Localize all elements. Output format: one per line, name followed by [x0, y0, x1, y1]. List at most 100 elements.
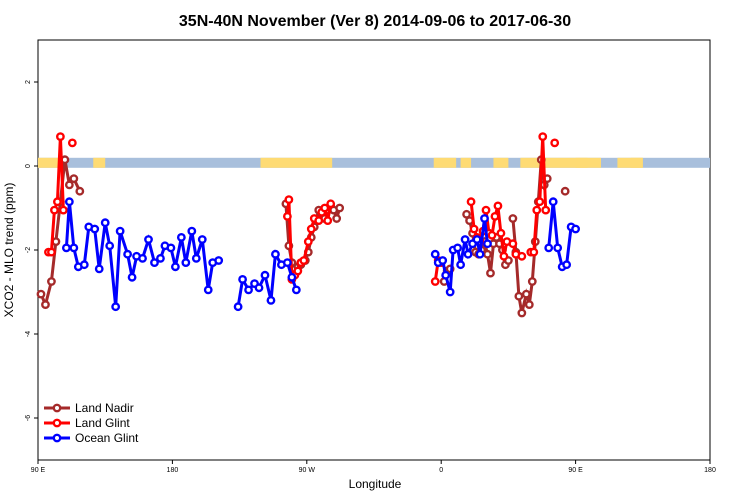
- y-tick-label: -2: [25, 247, 32, 253]
- data-point: [284, 195, 294, 205]
- data-point: [508, 214, 518, 223]
- series-layer: [36, 132, 580, 318]
- data-point: [493, 201, 503, 211]
- legend-swatch-marker: [52, 418, 62, 428]
- legend-label: Ocean Glint: [75, 431, 139, 445]
- x-tick-label: 180: [167, 467, 179, 474]
- data-point: [282, 211, 292, 221]
- data-point: [548, 197, 558, 207]
- data-point: [490, 211, 500, 221]
- data-point: [47, 277, 56, 286]
- data-point: [56, 132, 65, 142]
- data-point: [58, 205, 68, 215]
- data-point: [487, 230, 497, 240]
- legend-item-land-glint: Land Glint: [44, 416, 130, 430]
- data-point: [438, 256, 448, 265]
- data-point: [254, 283, 264, 293]
- y-tick-label: 2: [25, 80, 32, 84]
- series-land-glint: [282, 195, 336, 284]
- x-axis: 90 E 180 90 W 0 90 E 180: [31, 460, 716, 474]
- series-land-glint: [526, 132, 551, 257]
- x-tick-label: 0: [439, 467, 443, 474]
- data-point: [170, 262, 180, 272]
- data-point: [335, 203, 345, 213]
- data-point: [244, 285, 253, 295]
- data-point: [544, 243, 554, 253]
- data-point: [517, 308, 527, 318]
- data-point: [75, 186, 85, 196]
- land-band-segment: [617, 157, 643, 168]
- ocean-band: [38, 157, 710, 168]
- data-point: [271, 249, 280, 259]
- land-band-segment: [460, 157, 472, 168]
- data-point: [299, 256, 309, 265]
- data-point: [475, 249, 485, 259]
- data-point: [144, 235, 153, 244]
- land-band-segment: [520, 157, 588, 168]
- data-point: [233, 302, 243, 312]
- data-point: [123, 249, 133, 259]
- data-point: [514, 291, 524, 301]
- isolated-points: [67, 138, 570, 196]
- x-tick-label: 180: [704, 467, 716, 474]
- data-point: [480, 214, 489, 223]
- data-point: [483, 239, 492, 249]
- data-point: [314, 216, 324, 226]
- data-point: [445, 287, 455, 297]
- data-point: [469, 224, 479, 234]
- land-band-segment: [93, 157, 106, 168]
- data-point: [560, 186, 570, 196]
- data-point: [111, 302, 121, 312]
- series-ocean-glint: [544, 197, 580, 272]
- data-point: [483, 249, 492, 259]
- data-point: [323, 216, 333, 226]
- x-tick-label: 90 E: [31, 467, 46, 474]
- data-point: [105, 241, 115, 251]
- series-ocean-glint: [61, 197, 224, 312]
- series-ocean-glint: [233, 249, 301, 312]
- legend-item-ocean-glint: Ocean Glint: [44, 431, 139, 445]
- data-point: [127, 272, 137, 282]
- data-point: [41, 300, 50, 309]
- data-point: [524, 300, 534, 309]
- data-point: [306, 224, 316, 234]
- data-point: [521, 289, 531, 299]
- land-band-segment: [433, 157, 457, 168]
- data-point: [550, 138, 560, 148]
- data-point: [332, 214, 342, 223]
- data-point: [291, 285, 301, 295]
- data-point: [61, 243, 71, 253]
- data-point: [460, 235, 470, 244]
- data-point: [197, 235, 207, 244]
- data-point: [67, 138, 77, 148]
- data-point: [64, 197, 74, 207]
- land-band-segment: [493, 157, 509, 168]
- legend-swatch-marker: [52, 433, 62, 443]
- data-point: [430, 249, 440, 259]
- data-point: [238, 274, 247, 284]
- x-tick-label: 90 E: [568, 467, 583, 474]
- data-point: [53, 197, 62, 207]
- data-point: [287, 272, 297, 282]
- y-tick-label: 0: [25, 164, 32, 168]
- legend-item-land-nadir: Land Nadir: [44, 401, 134, 415]
- data-point: [441, 270, 451, 280]
- data-point: [156, 253, 165, 263]
- y-tick-label: -6: [25, 415, 32, 421]
- data-point: [115, 226, 125, 236]
- data-point: [303, 237, 313, 247]
- data-point: [472, 235, 482, 244]
- data-point: [69, 243, 79, 253]
- chart-title: 35N-40N November (Ver 8) 2014-09-06 to 2…: [179, 13, 571, 30]
- data-point: [176, 232, 186, 242]
- data-point: [562, 260, 572, 270]
- data-point: [203, 285, 213, 295]
- data-point: [320, 203, 330, 213]
- data-point: [187, 226, 197, 236]
- legend-label: Land Nadir: [75, 401, 134, 415]
- data-point: [191, 253, 201, 263]
- y-axis-label: XCO2 - MLO trend (ppm): [2, 183, 16, 318]
- data-point: [463, 249, 473, 259]
